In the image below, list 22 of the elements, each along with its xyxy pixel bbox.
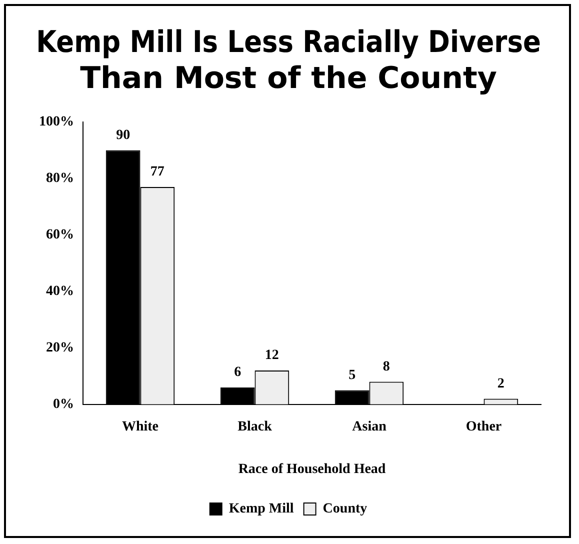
data-label: 90 (116, 128, 130, 143)
x-tick-label: Asian (352, 419, 387, 434)
y-tick-label: 100% (39, 114, 74, 130)
y-tick-label: 60% (46, 228, 74, 243)
data-label: 77 (150, 164, 164, 180)
y-tick-label: 80% (46, 171, 74, 186)
y-tick-label: 40% (46, 284, 74, 300)
x-axis-title: Race of Household Head (238, 462, 386, 478)
x-tick-label: Black (238, 419, 272, 434)
y-tick-label: 0% (53, 397, 74, 412)
data-label: 2 (497, 376, 504, 392)
data-label: 12 (264, 348, 279, 364)
data-label: 8 (382, 359, 390, 374)
y-tick-label: 20% (46, 340, 74, 356)
legend-label: Kemp Mill (228, 502, 294, 517)
x-tick-label: Other (466, 419, 502, 434)
text: Kemp Mill Is Less Racially Diverse (36, 24, 541, 60)
legend-label: County (322, 502, 368, 517)
text: Than Most of the County (80, 60, 497, 96)
data-label: 5 (348, 368, 356, 383)
x-tick-label: White (122, 419, 159, 434)
data-label: 6 (234, 365, 242, 380)
